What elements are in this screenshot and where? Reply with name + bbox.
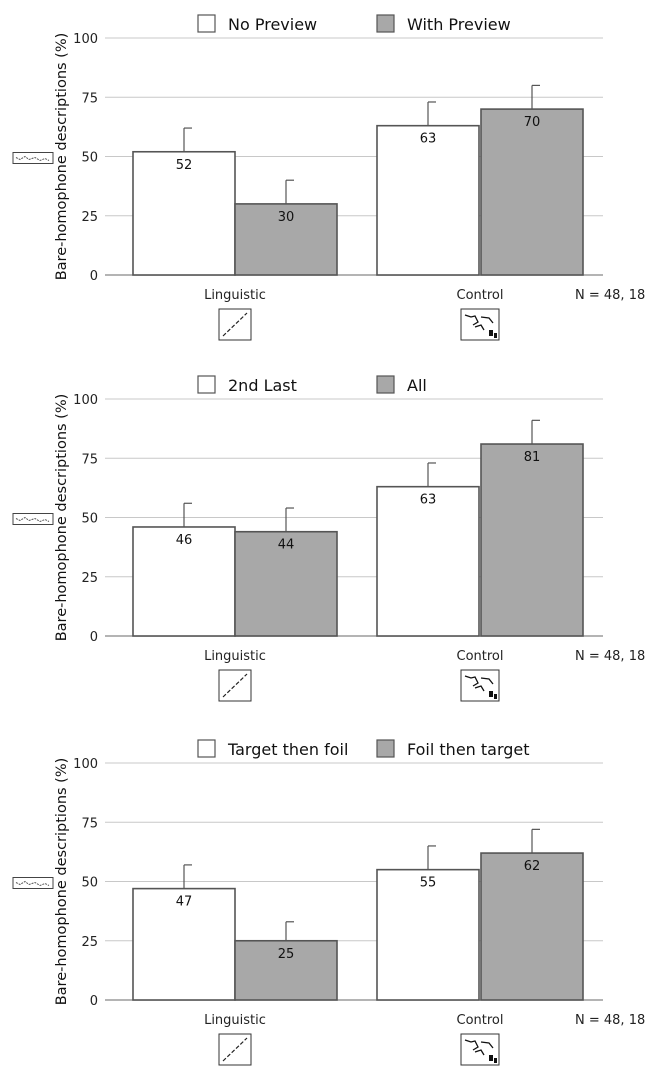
- y-tick-label: 0: [90, 269, 98, 284]
- side-thumbnail-icon-pattern: [15, 880, 50, 887]
- legend-swatch: [376, 375, 395, 394]
- bar: [376, 124, 480, 276]
- y-tick-label: 25: [81, 571, 98, 586]
- linguistic-thumbnail-icon-frame: [218, 1033, 252, 1066]
- side-thumbnail-icon-pattern: [15, 155, 50, 162]
- bar: [234, 530, 338, 637]
- bar-value-label: 52: [176, 158, 193, 173]
- category-label: Linguistic: [204, 649, 266, 664]
- legend-label: Foil then target: [407, 740, 530, 759]
- category-label: Linguistic: [204, 288, 266, 303]
- control-thumbnail-icon-blob-a: [489, 330, 493, 336]
- y-tick-label: 100: [73, 757, 98, 772]
- y-tick-label: 50: [81, 876, 98, 891]
- control-thumbnail-icon-blob-a: [489, 1055, 493, 1061]
- category-label: Control: [457, 288, 504, 303]
- y-tick-label: 100: [73, 393, 98, 408]
- y-tick-label: 75: [81, 452, 98, 467]
- bar: [376, 485, 480, 637]
- y-tick-label: 50: [81, 512, 98, 527]
- bar-value-label: 44: [278, 538, 295, 553]
- bar-value-label: 70: [524, 115, 541, 130]
- legend-swatch: [376, 739, 395, 758]
- bar-value-label: 63: [420, 132, 437, 147]
- linguistic-thumbnail-icon-line: [222, 1037, 248, 1062]
- sample-size-note: N = 48, 18: [575, 1013, 645, 1028]
- bar-value-label: 81: [524, 450, 541, 465]
- y-tick-label: 100: [73, 32, 98, 47]
- legend-label: 2nd Last: [228, 376, 297, 395]
- control-thumbnail-icon-frame: [460, 1033, 500, 1066]
- y-axis-label: Bare-homophone descriptions (%): [54, 394, 70, 642]
- control-thumbnail-icon-blob-b: [494, 333, 497, 338]
- bar: [234, 939, 338, 1001]
- bar-value-label: 55: [420, 876, 437, 891]
- control-thumbnail-icon-scribble: [464, 314, 494, 331]
- legend-swatch: [197, 375, 216, 394]
- bar: [132, 526, 236, 637]
- category-label: Control: [457, 649, 504, 664]
- legend-label: All: [407, 376, 427, 395]
- control-thumbnail-icon-scribble: [464, 675, 494, 692]
- y-tick-label: 25: [81, 210, 98, 225]
- bar: [480, 443, 584, 637]
- category-label: Control: [457, 1013, 504, 1028]
- control-thumbnail-icon-frame: [460, 308, 500, 341]
- control-thumbnail-icon-scribble: [464, 1039, 494, 1056]
- legend-swatch: [197, 739, 216, 758]
- bar-value-label: 47: [176, 895, 193, 910]
- linguistic-thumbnail-icon-line: [222, 312, 248, 337]
- y-tick-label: 50: [81, 151, 98, 166]
- sample-size-note: N = 48, 18: [575, 288, 645, 303]
- legend-label: No Preview: [228, 15, 317, 34]
- y-tick-label: 75: [81, 816, 98, 831]
- legend-label: With Preview: [407, 15, 511, 34]
- control-thumbnail-icon-blob-b: [494, 1058, 497, 1063]
- bar: [480, 852, 584, 1001]
- control-thumbnail-icon-frame: [460, 669, 500, 702]
- legend-swatch: [376, 14, 395, 33]
- bar-value-label: 62: [524, 859, 541, 874]
- legend-swatch: [197, 14, 216, 33]
- y-tick-label: 25: [81, 935, 98, 950]
- control-thumbnail-icon-blob-b: [494, 694, 497, 699]
- bar: [480, 108, 584, 276]
- bar: [376, 868, 480, 1001]
- sample-size-note: N = 48, 18: [575, 649, 645, 664]
- y-axis-label: Bare-homophone descriptions (%): [54, 33, 70, 281]
- bar-value-label: 30: [278, 210, 295, 225]
- category-label: Linguistic: [204, 1013, 266, 1028]
- linguistic-thumbnail-icon-line: [222, 673, 248, 698]
- side-thumbnail-icon-pattern: [15, 516, 50, 523]
- y-axis-label: Bare-homophone descriptions (%): [54, 758, 70, 1006]
- y-tick-label: 0: [90, 994, 98, 1009]
- bar-value-label: 25: [278, 947, 295, 962]
- y-tick-label: 75: [81, 91, 98, 106]
- bar-value-label: 46: [176, 533, 193, 548]
- bar-value-label: 63: [420, 493, 437, 508]
- y-tick-label: 0: [90, 630, 98, 645]
- control-thumbnail-icon-blob-a: [489, 691, 493, 697]
- legend-label: Target then foil: [227, 740, 348, 759]
